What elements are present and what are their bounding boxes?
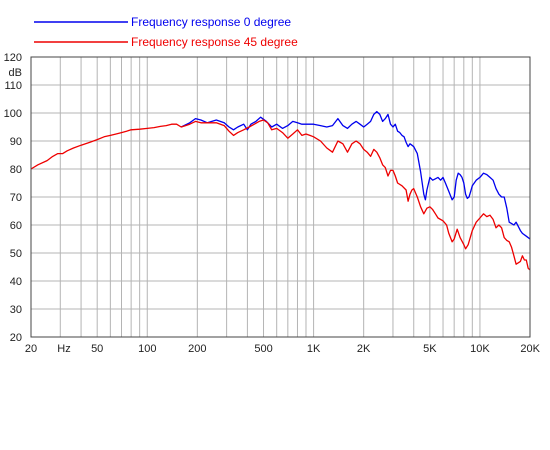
x-tick-label: 100 bbox=[138, 343, 156, 355]
x-axis-unit-label: Hz bbox=[57, 343, 70, 355]
x-tick-label: 5K bbox=[423, 343, 437, 355]
y-tick-label: 30 bbox=[10, 304, 22, 316]
y-tick-label: 40 bbox=[10, 276, 22, 288]
y-tick-label: 100 bbox=[4, 108, 22, 120]
x-tick-label: 500 bbox=[254, 343, 272, 355]
y-tick-label: 70 bbox=[10, 192, 22, 204]
legend-label-45-degree: Frequency response 45 degree bbox=[131, 35, 298, 49]
x-tick-label: 2K bbox=[357, 343, 371, 355]
series-lines bbox=[30, 110, 531, 271]
legend: Frequency response 0 degree Frequency re… bbox=[34, 15, 298, 49]
y-tick-label: 50 bbox=[10, 248, 22, 260]
x-tick-label: 20K bbox=[520, 343, 540, 355]
y-tick-label: 90 bbox=[10, 136, 22, 148]
y-tick-label: 110 bbox=[4, 80, 22, 92]
y-tick-label: 120 bbox=[4, 52, 22, 64]
y-axis-unit-label: dB bbox=[9, 67, 22, 79]
legend-label-0-degree: Frequency response 0 degree bbox=[131, 15, 291, 29]
plot-border bbox=[30, 56, 531, 338]
y-tick-label: 80 bbox=[10, 164, 22, 176]
series-line-45-degree bbox=[30, 119, 531, 271]
x-tick-label: 20 bbox=[25, 343, 37, 355]
grid bbox=[31, 57, 530, 337]
x-tick-label: 10K bbox=[470, 343, 490, 355]
x-tick-label: 50 bbox=[91, 343, 103, 355]
y-axis-ticks: 20 30 40 50 60 70 80 90 100 110 120 bbox=[4, 52, 22, 344]
series-line-0-degree bbox=[180, 110, 531, 240]
x-tick-label: 1K bbox=[307, 343, 321, 355]
x-axis-ticks: 20 50 100 200 500 1K 2K 5K 10K 20K bbox=[25, 343, 541, 355]
y-tick-label: 20 bbox=[10, 332, 22, 344]
y-tick-label: 60 bbox=[10, 220, 22, 232]
x-tick-label: 200 bbox=[188, 343, 206, 355]
